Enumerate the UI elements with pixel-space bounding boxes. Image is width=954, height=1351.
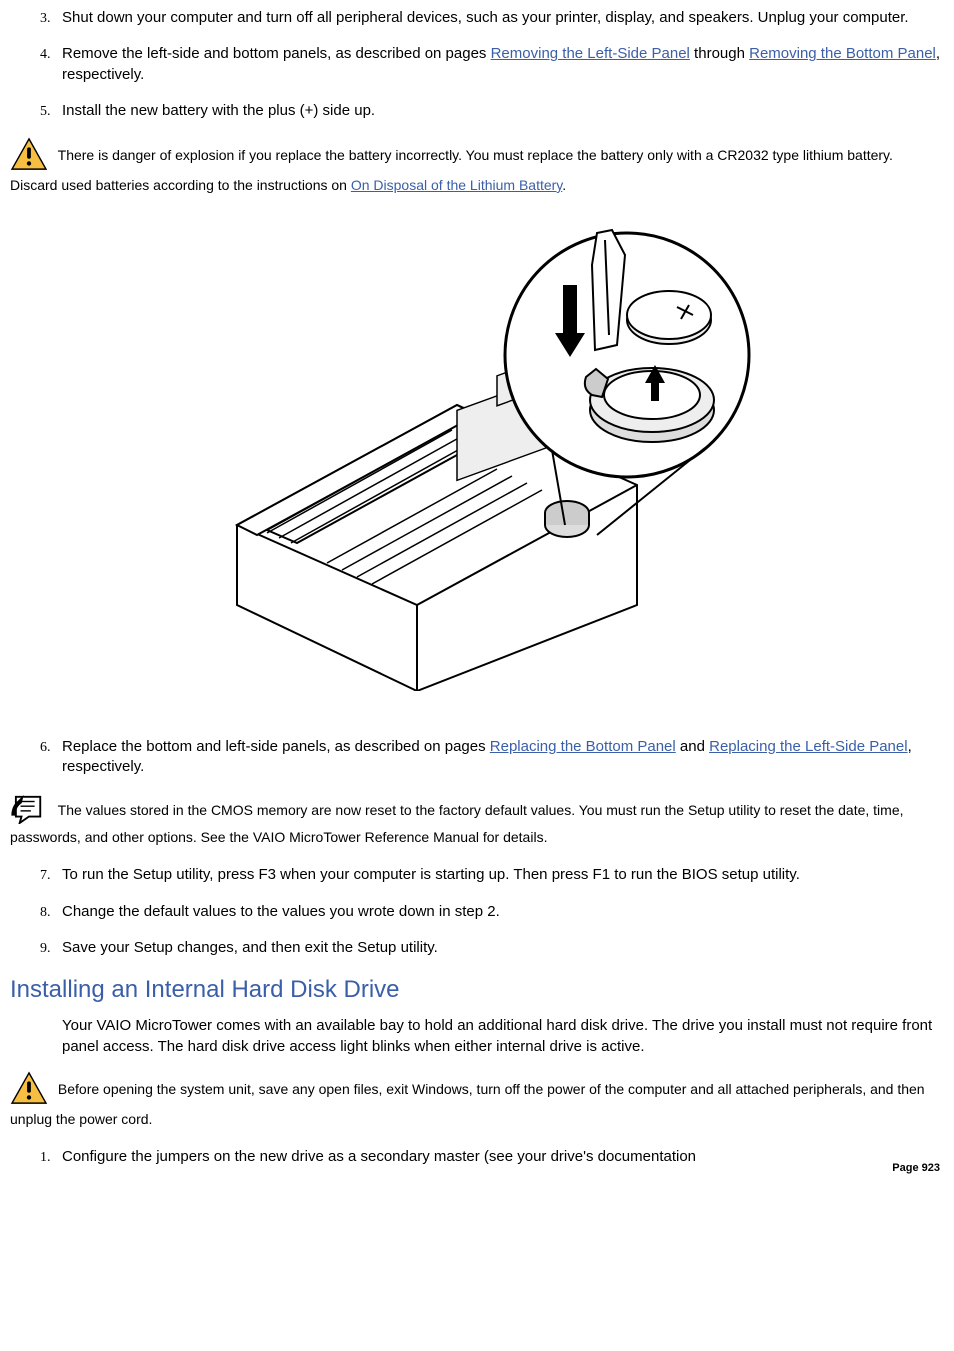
heading-installing-hdd: Installing an Internal Hard Disk Drive (10, 974, 944, 1006)
step-8-text: Change the default values to the values … (62, 903, 500, 920)
warning-open-unit: Before opening the system unit, save any… (10, 1071, 944, 1129)
step-4-pre: Remove the left-side and bottom panels, … (62, 45, 491, 62)
intro-paragraph: Your VAIO MicroTower comes with an avail… (62, 1016, 944, 1057)
step-8: Change the default values to the values … (54, 902, 944, 922)
link-removing-bottom[interactable]: Removing the Bottom Panel (749, 45, 936, 62)
step-6-pre: Replace the bottom and left-side panels,… (62, 738, 490, 755)
step-9-text: Save your Setup changes, and then exit t… (62, 939, 438, 956)
step-4-mid: through (690, 45, 749, 62)
warning-open-unit-text: Before opening the system unit, save any… (10, 1081, 925, 1127)
warning-battery: There is danger of explosion if you repl… (10, 137, 944, 195)
link-removing-left-side[interactable]: Removing the Left-Side Panel (491, 45, 690, 62)
step-5-text: Install the new battery with the plus (+… (62, 102, 375, 119)
step-7-text: To run the Setup utility, press F3 when … (62, 866, 800, 883)
warning-icon (10, 137, 48, 176)
note-cmos: The values stored in the CMOS memory are… (10, 794, 944, 848)
note-icon (10, 794, 48, 829)
illustration-battery-install (10, 225, 944, 697)
link-replacing-left-side[interactable]: Replacing the Left-Side Panel (709, 738, 907, 755)
step-6-mid: and (676, 738, 709, 755)
step-5: Install the new battery with the plus (+… (54, 101, 944, 121)
step-6: Replace the bottom and left-side panels,… (54, 737, 944, 778)
warning-battery-post: . (562, 177, 566, 193)
step-4: Remove the left-side and bottom panels, … (54, 44, 944, 85)
step-3: Shut down your computer and turn off all… (54, 8, 944, 28)
warning-icon (10, 1071, 48, 1110)
step-3-text: Shut down your computer and turn off all… (62, 9, 909, 26)
step-7: To run the Setup utility, press F3 when … (54, 865, 944, 885)
link-replacing-bottom[interactable]: Replacing the Bottom Panel (490, 738, 676, 755)
page-number: Page 923 (10, 1161, 944, 1176)
link-disposal[interactable]: On Disposal of the Lithium Battery (351, 177, 562, 193)
note-cmos-text: The values stored in the CMOS memory are… (10, 802, 904, 846)
step-9: Save your Setup changes, and then exit t… (54, 938, 944, 958)
